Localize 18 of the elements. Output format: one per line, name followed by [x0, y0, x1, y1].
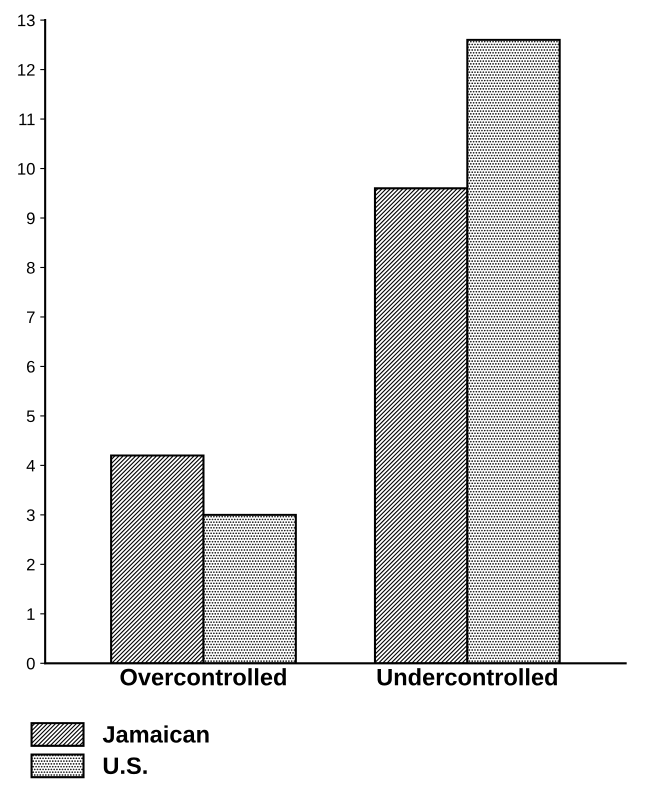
y-tick-label: 6 [27, 360, 35, 373]
y-tick-label: 10 [18, 162, 35, 175]
y-tick-label: 5 [26, 410, 35, 422]
y-tick-label: 13 [18, 14, 35, 26]
legend-label: U.S. [104, 757, 147, 774]
y-tick-label: 8 [26, 262, 35, 274]
y-tick-label: 0 [26, 658, 35, 670]
x-tick-label: Overcontrolled [120, 668, 286, 686]
y-tick-label: 2 [27, 558, 35, 570]
y-tick-label: 12 [18, 64, 35, 76]
y-tick-label: 3 [26, 509, 35, 522]
legend-label: Jamaican [102, 725, 209, 743]
y-tick-label: 11 [19, 114, 35, 126]
x-tick-label: Undercontrolled [378, 668, 557, 686]
y-tick-label: 1 [27, 608, 35, 620]
y-tick-label: 4 [26, 460, 35, 472]
y-tick-label: 9 [26, 212, 35, 224]
y-tick-label: 7 [27, 312, 35, 323]
